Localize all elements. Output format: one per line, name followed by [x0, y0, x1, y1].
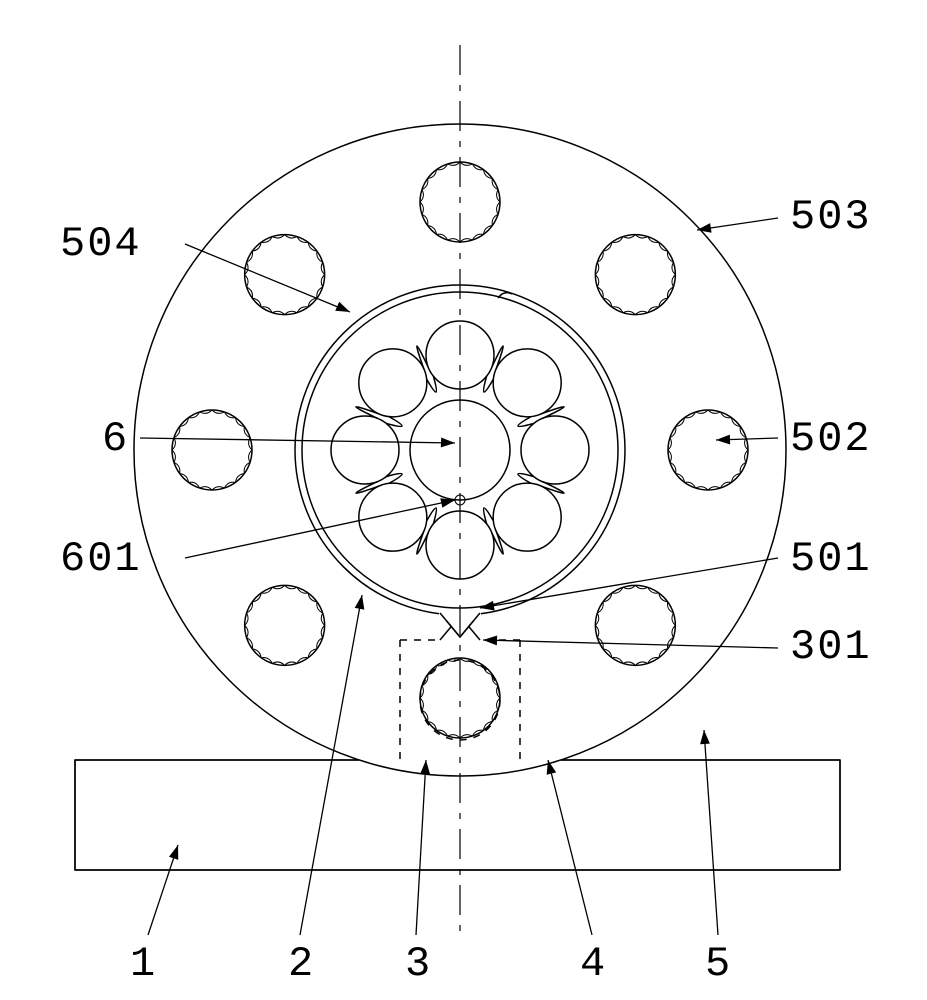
- label-text: 6: [102, 415, 129, 463]
- label-503: 503: [697, 193, 872, 241]
- label-text: 5: [705, 940, 732, 988]
- label-text: 504: [60, 220, 142, 268]
- label-text: 2: [288, 940, 315, 988]
- label-1: 1: [130, 845, 178, 988]
- label-3: 3: [405, 760, 432, 988]
- label-4: 4: [548, 760, 607, 988]
- label-text: 4: [580, 940, 607, 988]
- label-text: 1: [130, 940, 157, 988]
- label-5: 5: [704, 730, 732, 988]
- label-text: 601: [60, 535, 142, 583]
- label-text: 3: [405, 940, 432, 988]
- label-text: 301: [790, 623, 872, 671]
- label-text: 501: [790, 535, 872, 583]
- label-text: 503: [790, 193, 872, 241]
- label-text: 502: [790, 415, 872, 463]
